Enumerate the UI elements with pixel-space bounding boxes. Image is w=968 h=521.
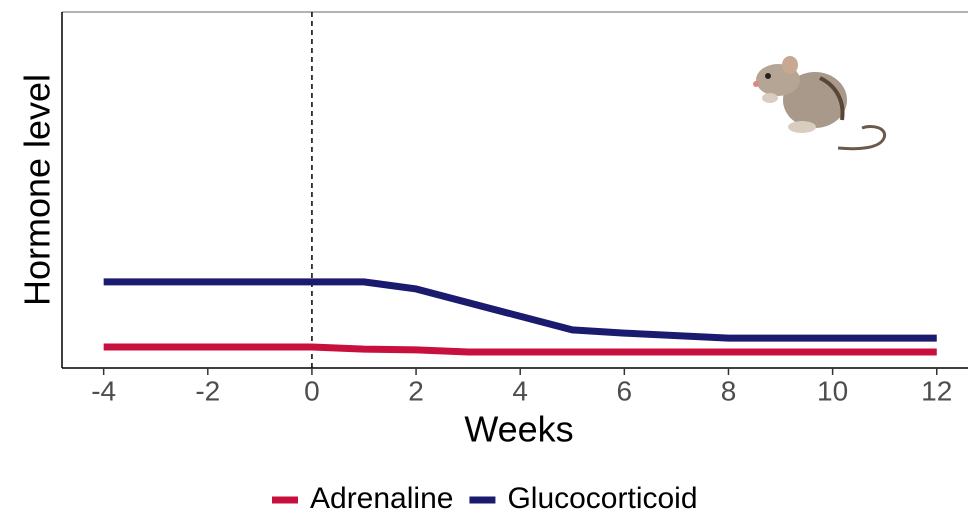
x-tick-label: 10 <box>817 375 848 406</box>
legend-label: Adrenaline <box>310 482 453 515</box>
series-line <box>104 347 937 352</box>
chart: Hormone level Weeks -4 -2 0 2 4 6 8 10 12 Adrenal… <box>0 0 968 521</box>
x-tick-label: -2 <box>195 375 220 406</box>
x-axis-title: Weeks <box>464 409 573 450</box>
page: Hormone level Weeks -4 -2 0 2 4 6 8 10 12 Adrenal… <box>0 0 968 521</box>
series-line <box>104 282 937 338</box>
x-tick-label: 8 <box>721 375 737 406</box>
mouse-icon <box>753 56 885 149</box>
legend: Adrenaline Glucocorticoid <box>272 482 698 515</box>
legend-label: Glucocorticoid <box>507 482 697 515</box>
x-tick-label: 6 <box>617 375 633 406</box>
x-tick-label: 0 <box>304 375 320 406</box>
x-tick-label: 12 <box>921 375 952 406</box>
x-tick-label: 4 <box>512 375 528 406</box>
x-tick-label: 2 <box>408 375 424 406</box>
y-axis-title: Hormone level <box>17 74 58 306</box>
x-tick-label: -4 <box>91 375 116 406</box>
